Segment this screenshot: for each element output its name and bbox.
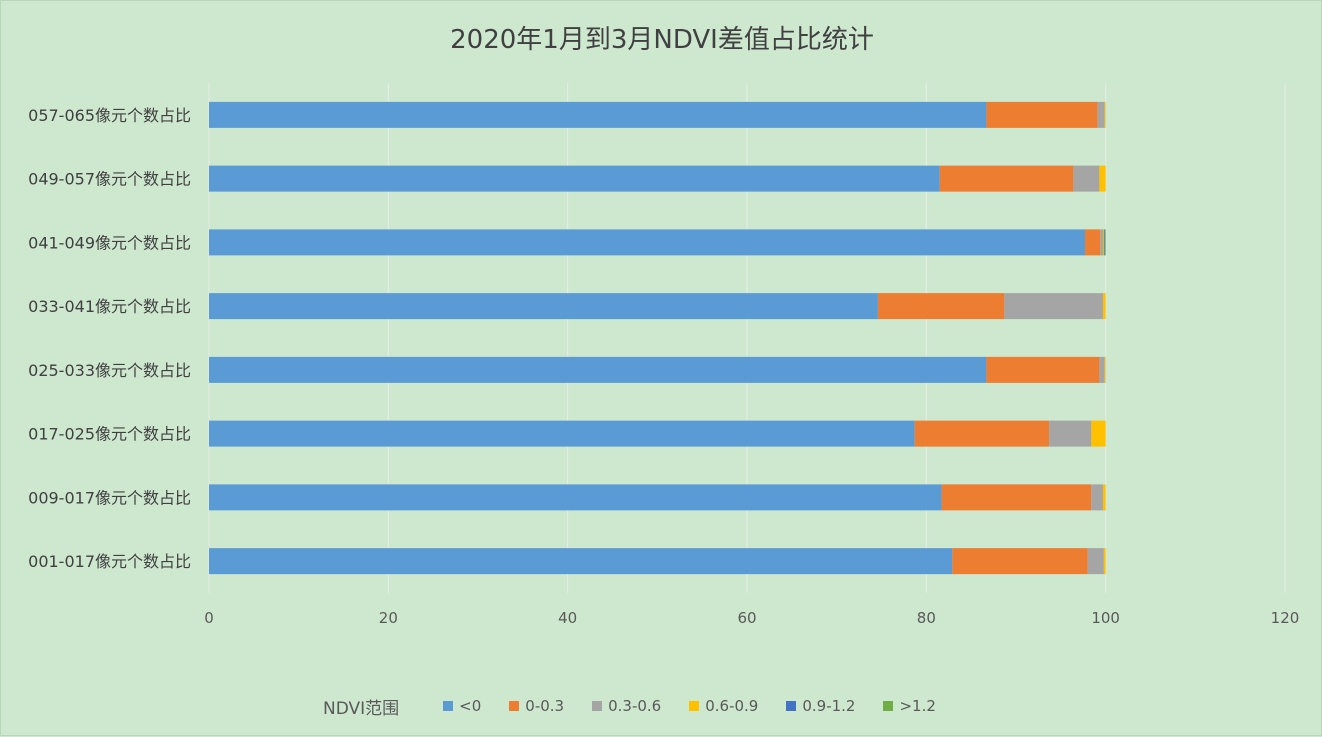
bar-segment [1104,356,1106,383]
bar-segment [877,293,1005,320]
x-tick-label: 60 [737,609,756,627]
category-label: 017-025像元个数占比 [28,425,191,444]
category-label: 049-057像元个数占比 [28,170,191,189]
bar-segment [1102,293,1106,320]
legend-item: 0.6-0.9 [689,697,758,715]
bar-segment [1097,101,1105,128]
category-label: 025-033像元个数占比 [28,361,191,380]
bar-segment [914,420,1050,447]
legend-swatch [592,701,603,711]
legend-label: 0.6-0.9 [705,697,759,715]
bar-segment [209,356,987,383]
bar-segment [1103,229,1105,256]
x-tick-label: 100 [1091,609,1120,627]
legend-item: 0.3-0.6 [592,697,661,715]
x-tick-label: 40 [558,609,577,627]
bar-segment [1099,165,1106,192]
bar-segment [1073,165,1100,192]
bar-segment [1091,484,1103,511]
bar-segment [1087,548,1104,575]
x-tick-label: 20 [379,609,398,627]
bar-segment [1102,484,1106,511]
bar-segment [1100,229,1103,256]
bar-segment [209,101,987,128]
legend-swatch [883,701,894,711]
category-label: 041-049像元个数占比 [28,233,191,252]
legend-item: 0-0.3 [509,697,564,715]
category-label: 009-017像元个数占比 [28,488,191,507]
bar-segment [941,484,1092,511]
x-tick-label: 120 [1271,609,1300,627]
bar-segment [1049,420,1092,447]
bar-segment [1091,420,1106,447]
bar-segment [209,229,1086,256]
legend-swatch [509,701,520,711]
legend-item: >1.2 [883,697,936,715]
bar-segment [986,101,1098,128]
legend-title: NDVI范围 [323,698,400,719]
legend: NDVI范围 <0 0-0.3 0.3-0.6 0.6-0.9 0.9-1.2 >1.2 [323,695,964,719]
bar-segment [1104,101,1106,128]
legend-label: 0.3-0.6 [608,697,662,715]
x-tick-label: 80 [917,609,936,627]
bar-segment [1004,293,1103,320]
bar-segment [209,293,878,320]
bar-segment [1103,548,1106,575]
legend-item: 0.9-1.2 [786,697,855,715]
legend-swatch [786,701,797,711]
chart-title: 2020年1月到3月NDVI差值占比统计 [450,25,874,55]
bar-segment [209,165,940,192]
category-label: 001-017像元个数占比 [28,552,191,571]
bar-segment [209,548,953,575]
legend-item: <0 [443,697,481,715]
legend-label: <0 [459,697,482,715]
legend-swatch [443,701,454,711]
legend-label: 0-0.3 [525,697,565,715]
bar-segment [952,548,1088,575]
bar-segment [209,484,942,511]
bar-segment [1099,356,1105,383]
bar-segment [1104,229,1106,256]
category-label: 057-065像元个数占比 [28,106,191,125]
category-label: 033-041像元个数占比 [28,297,191,316]
bar-segment [939,165,1074,192]
bar-segment [1085,229,1101,256]
bar-segment [1102,229,1104,256]
bar-segment [209,420,915,447]
bar-segment [986,356,1100,383]
legend-swatch [689,701,700,711]
legend-label: 0.9-1.2 [802,697,856,715]
x-tick-label: 0 [204,609,214,627]
legend-label: >1.2 [899,697,936,715]
